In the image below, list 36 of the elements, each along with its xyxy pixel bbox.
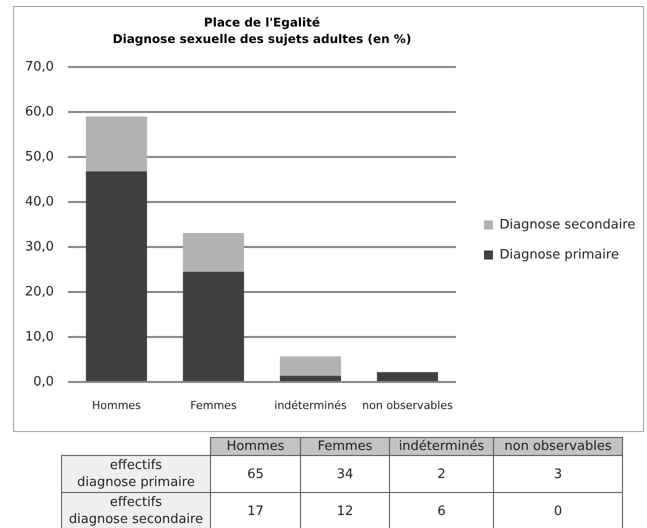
x-tick-label: Hommes <box>210 438 300 456</box>
data-label: 0 <box>494 492 622 528</box>
x-tick-label: Hommes <box>92 398 142 412</box>
bar <box>280 356 342 376</box>
bar <box>86 171 148 381</box>
chart-title: Place de l'Egalité <box>204 15 320 30</box>
data-label: 17 <box>210 492 300 528</box>
x-tick-label: Femmes <box>300 438 390 456</box>
data-label: 12 <box>300 492 390 528</box>
data-label: 3 <box>494 456 622 492</box>
legend-label: Diagnose secondaire <box>500 217 636 232</box>
y-tick-label: 10,0 <box>24 329 54 344</box>
x-tick-label: non observables <box>362 398 454 412</box>
y-tick-label: 60,0 <box>24 104 54 120</box>
data-label: 65 <box>210 456 300 492</box>
y-tick-label: 20,0 <box>24 284 54 300</box>
y-tick-label: 50,0 <box>24 149 54 164</box>
bar <box>182 233 244 272</box>
x-tick-label: Femmes <box>190 398 237 412</box>
bar <box>376 372 438 381</box>
data-label: 2 <box>390 456 494 492</box>
x-tick-label: indéterminés <box>274 398 347 412</box>
data-label: 6 <box>390 492 494 528</box>
y-tick-label: 0,0 <box>33 374 54 390</box>
legend-label: Diagnose primaire <box>500 247 619 262</box>
bar <box>86 116 148 172</box>
y-tick-label: 30,0 <box>24 239 54 254</box>
data-label: 34 <box>300 456 390 492</box>
bar <box>182 272 244 381</box>
x-tick-label: indéterminés <box>390 438 494 456</box>
bar <box>280 376 342 381</box>
chart-subtitle: Diagnose sexuelle des sujets adultes (en %) <box>112 32 412 46</box>
y-tick-label: 40,0 <box>24 194 54 210</box>
y-tick-label: effectifs diagnose secondaire <box>62 492 210 528</box>
y-tick-label: 70,0 <box>24 59 54 74</box>
x-tick-label: non observables <box>494 438 622 456</box>
